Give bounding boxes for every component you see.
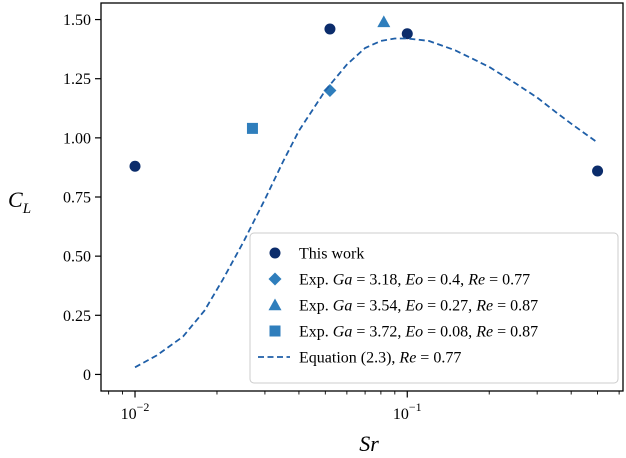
legend-item-this-work: This work bbox=[269, 246, 364, 263]
legend-label: Exp. Ga = 3.72, Eo = 0.08, Re = 0.87 bbox=[299, 324, 538, 341]
curve-equation-2-3 bbox=[134, 37, 599, 369]
legend-item-exp-ga-3-18: Exp. Ga = 3.18, Eo = 0.4, Re = 0.77 bbox=[268, 272, 530, 289]
series-exp-ga-3-72 bbox=[246, 122, 258, 134]
x-tick-label: 10−1 bbox=[393, 400, 422, 423]
legend-marker bbox=[269, 247, 281, 259]
y-tick-label: 1.50 bbox=[63, 12, 91, 29]
legend-box bbox=[249, 232, 619, 384]
legend-item-exp-ga-3-72: Exp. Ga = 3.72, Eo = 0.08, Re = 0.87 bbox=[269, 324, 538, 341]
legend-label: This work bbox=[299, 246, 364, 263]
point-this-work bbox=[129, 160, 141, 172]
x-axis-title: Sr bbox=[359, 431, 379, 456]
legend-marker bbox=[269, 325, 281, 337]
legend-label: Exp. Ga = 3.54, Eo = 0.27, Re = 0.87 bbox=[299, 298, 538, 315]
series-exp-ga-3-54 bbox=[377, 15, 391, 28]
x-axis: 10−2 10−1 bbox=[108, 391, 620, 423]
point-this-work bbox=[592, 165, 604, 177]
series-exp-ga-3-18 bbox=[323, 84, 337, 98]
y-tick-label: 0.50 bbox=[63, 249, 91, 266]
plot-area bbox=[129, 15, 604, 369]
point-this-work bbox=[324, 23, 336, 35]
point-exp-ga-3-72 bbox=[246, 122, 258, 134]
y-tick-label: 0 bbox=[83, 367, 91, 384]
point-exp-ga-3-54 bbox=[377, 15, 391, 28]
legend: This work Exp. Ga = 3.18, Eo = 0.4, Re = … bbox=[249, 232, 619, 384]
legend-marker bbox=[268, 298, 282, 311]
y-tick-label: 1.25 bbox=[63, 71, 91, 88]
y-axis-title: CL bbox=[8, 187, 31, 217]
legend-label: Equation (2.3), Re = 0.77 bbox=[299, 350, 461, 367]
y-tick-label: 1.00 bbox=[63, 130, 91, 147]
legend-label: Exp. Ga = 3.18, Eo = 0.4, Re = 0.77 bbox=[299, 272, 530, 289]
legend-item-exp-ga-3-54: Exp. Ga = 3.54, Eo = 0.27, Re = 0.87 bbox=[268, 298, 538, 315]
y-tick-label: 0.75 bbox=[63, 190, 91, 207]
y-tick-label: 0.25 bbox=[63, 308, 91, 325]
y-axis: 0 0.25 0.50 0.75 1.00 1.25 1.50 bbox=[63, 12, 101, 384]
legend-marker bbox=[268, 272, 282, 286]
series-this-work bbox=[129, 23, 604, 177]
point-this-work bbox=[401, 28, 413, 40]
legend-item-equation-2-3: Equation (2.3), Re = 0.77 bbox=[258, 350, 461, 367]
series-equation-2-3 bbox=[134, 37, 599, 369]
point-exp-ga-3-18 bbox=[323, 84, 337, 98]
x-tick-label: 10−2 bbox=[121, 400, 150, 423]
